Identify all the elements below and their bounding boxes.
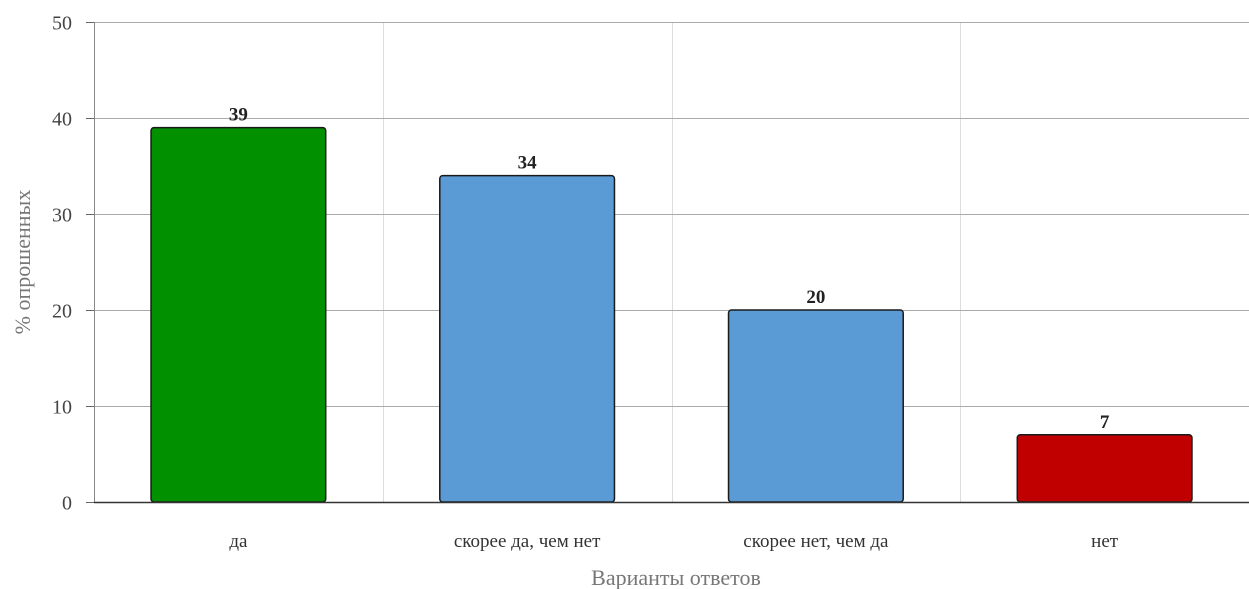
x-tick-label: скорее да, чем нет bbox=[454, 531, 601, 552]
data-label: 20 bbox=[806, 287, 825, 308]
bars bbox=[150, 126, 1193, 503]
y-axis-title: % опрошенных bbox=[10, 190, 35, 335]
x-tick-label: да bbox=[229, 531, 248, 552]
y-tick-label: 10 bbox=[52, 397, 72, 419]
y-tick-label: 30 bbox=[52, 205, 72, 227]
bar bbox=[727, 309, 904, 503]
x-tick-label: скорее нет, чем да bbox=[743, 531, 889, 552]
data-label: 34 bbox=[518, 153, 538, 174]
data-label: 39 bbox=[229, 105, 248, 126]
y-tick-label: 50 bbox=[52, 13, 72, 35]
bar bbox=[1016, 434, 1193, 503]
bar bbox=[150, 126, 327, 503]
data-label: 7 bbox=[1100, 412, 1110, 433]
y-tick-label: 0 bbox=[62, 493, 72, 515]
bar bbox=[439, 174, 616, 503]
axes bbox=[86, 22, 1249, 504]
x-tick-label: нет bbox=[1091, 531, 1119, 552]
y-tick-label: 20 bbox=[52, 301, 72, 323]
x-axis-title: Варианты ответов bbox=[591, 565, 761, 589]
y-tick-label: 40 bbox=[52, 109, 72, 131]
labels: 0 10 20 30 40 50 39 да 34 скорее да, чем нет 20 ско… bbox=[52, 13, 1119, 553]
